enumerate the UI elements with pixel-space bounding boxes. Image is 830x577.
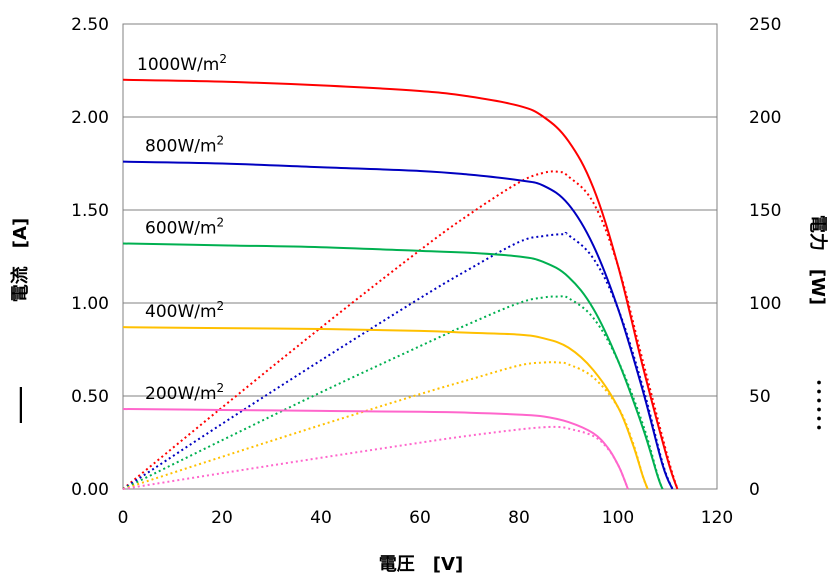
left-axis-marker: ―― [10,387,31,423]
x-tick-label: 120 [701,508,733,528]
x-tick-label: 20 [211,508,233,528]
power-curve-1 [122,170,679,490]
y-right-tick-label: 100 [749,294,781,314]
series-label-4: 400W/m2 [145,299,224,322]
y-left-tick-label: 2.50 [71,15,109,35]
y-left-tick-label: 1.00 [71,294,109,314]
current-curve-4 [122,326,649,490]
y-left-axis-title: 電流 [A] [9,218,31,302]
plot-area-border [122,23,718,490]
series-label-layer: 1000W/m2 800W/m2 600W/m2 400W/m2 200W/m2 [137,52,227,404]
power-curve-2 [122,231,674,490]
series-label-5: 200W/m2 [145,381,224,404]
y-right-tick-label: 250 [749,15,781,35]
power-curve-4 [122,361,649,490]
current-curve-2 [122,160,674,490]
y-right-axis-title: 電力 [W] [807,215,828,305]
series-layer [122,78,679,490]
current-curve-3 [122,242,664,490]
grid-layer [122,23,718,490]
x-tick-label: 80 [508,508,530,528]
left-axis-title-group: ―― 電流 [A] [9,218,31,423]
y-left-tick-label: 1.50 [71,201,109,221]
tick-layer: 0.00 0.50 1.00 1.50 2.00 2.50 0 50 100 150 200 250 0… [71,15,781,528]
power-curve-5 [122,425,629,490]
right-axis-title-group: ･･････ 電力 [W] [807,215,828,432]
x-tick-label: 40 [310,508,332,528]
current-curve-5 [122,408,629,490]
y-right-tick-label: 150 [749,201,781,221]
y-right-tick-label: 200 [749,108,781,128]
y-left-tick-label: 0.00 [71,480,109,500]
y-left-tick-label: 0.50 [71,387,109,407]
x-tick-label: 0 [118,508,129,528]
x-tick-label: 60 [409,508,431,528]
right-axis-marker: ･･････ [807,378,828,432]
y-left-tick-label: 2.00 [71,108,109,128]
series-label-2: 800W/m2 [145,134,224,157]
y-right-tick-label: 50 [749,387,771,407]
x-axis-title: 電圧 [V] [379,554,463,575]
x-tick-label: 100 [602,508,634,528]
current-curve-1 [122,78,679,490]
series-label-1: 1000W/m2 [137,52,227,75]
y-right-tick-label: 0 [749,480,760,500]
series-label-3: 600W/m2 [145,215,224,238]
